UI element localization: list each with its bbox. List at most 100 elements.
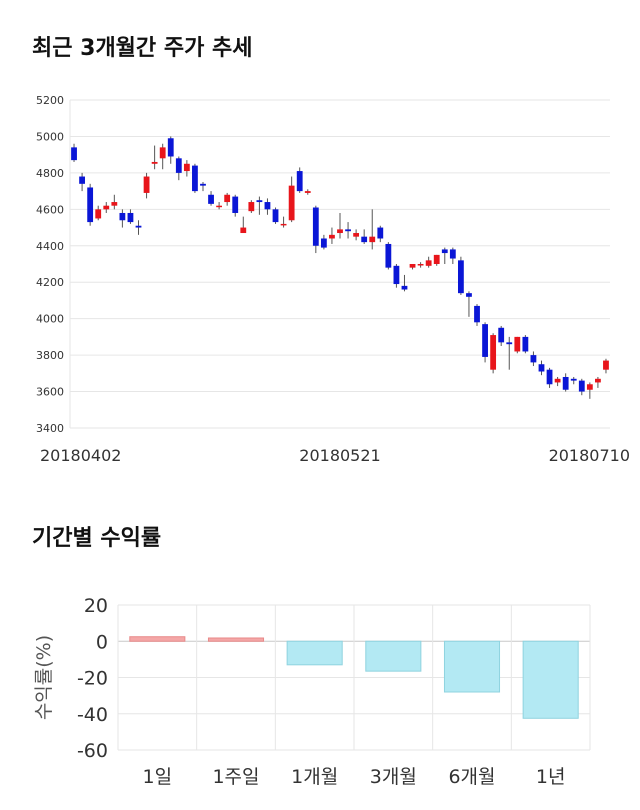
candle-body <box>409 264 416 268</box>
candle-body <box>264 202 271 210</box>
y-tick-label: 4600 <box>36 203 64 216</box>
y-tick-label: 0 <box>96 631 108 653</box>
y-tick-label: 4000 <box>36 313 64 326</box>
y-tick-label: -60 <box>77 740 108 762</box>
candle-body <box>87 187 94 223</box>
candle-body <box>490 335 497 370</box>
candle-body <box>200 183 206 186</box>
candle-body <box>449 249 456 259</box>
x-tick-label: 20180710 <box>549 446 630 465</box>
bar <box>443 640 501 693</box>
returns-bar-chart: 20 0 -20 -40 -60 1일 1주일 1개월 3개월 6개월 1년 수익률(%) <box>33 595 591 788</box>
candle-body <box>595 378 601 383</box>
candle-body <box>369 236 376 243</box>
candle-body <box>280 223 287 226</box>
candle-body <box>151 161 158 164</box>
candle-body <box>538 364 545 372</box>
candle-body <box>466 293 472 297</box>
candle-body <box>192 165 198 192</box>
y-tick-label: 3800 <box>36 349 64 362</box>
candle-body <box>522 336 529 352</box>
candle-body <box>71 147 77 161</box>
y-tick-label: 4400 <box>36 240 64 253</box>
candle-body <box>401 285 408 290</box>
candle-body <box>546 369 553 385</box>
candle-body <box>248 202 255 212</box>
x-tick-label: 20180402 <box>40 446 121 465</box>
candle-body <box>79 176 85 184</box>
candle-body <box>216 205 223 208</box>
candle-body <box>127 212 134 223</box>
candle-body <box>530 355 537 363</box>
y-tick-label: 3400 <box>36 422 64 435</box>
x-tick-label: 1년 <box>536 766 566 788</box>
candle-body <box>256 200 263 203</box>
x-tick-label: 1개월 <box>291 766 338 788</box>
candle-body <box>224 194 231 203</box>
y-tick-label: -20 <box>77 668 108 690</box>
bar <box>129 636 186 642</box>
candle-body <box>304 191 311 193</box>
candle-body <box>433 254 440 264</box>
candle-body <box>232 196 239 213</box>
candle-body <box>441 249 448 254</box>
candle-body <box>183 163 190 172</box>
candle-body <box>417 264 424 266</box>
candle-body <box>474 305 480 323</box>
candle-body <box>159 147 166 159</box>
candle-body <box>103 205 110 210</box>
candle-body <box>554 378 561 383</box>
candle-body <box>312 207 319 246</box>
candle-body <box>482 324 488 357</box>
candle-body <box>570 378 577 381</box>
y-tick-label: 3600 <box>36 386 64 399</box>
candle-body <box>272 209 279 223</box>
bar <box>207 637 265 642</box>
candle-body <box>240 227 247 234</box>
x-tick-label: 6개월 <box>448 766 495 788</box>
candle-body <box>457 260 464 294</box>
candle-body <box>208 194 214 204</box>
candle-body <box>393 265 400 285</box>
candle-body <box>143 176 150 193</box>
price-trend-title: 최근 3개월간 주가 추세 <box>32 36 253 61</box>
candle-body <box>119 212 126 221</box>
y-tick-label: -40 <box>77 704 108 726</box>
candle-body <box>95 209 102 219</box>
candle-body <box>425 260 432 266</box>
candle-body <box>603 360 609 370</box>
y-tick-label: 20 <box>84 595 108 617</box>
candle-body <box>135 225 142 228</box>
y-tick-label: 4200 <box>36 276 64 289</box>
bar <box>365 640 422 672</box>
candle-body <box>586 384 593 390</box>
candle-body <box>320 238 327 248</box>
y-tick-label: 5000 <box>36 130 64 143</box>
period-returns-title: 기간별 수익률 <box>32 526 162 551</box>
candle-body <box>288 185 295 221</box>
candle-body <box>167 138 174 157</box>
candle-body <box>578 380 585 392</box>
candle-body <box>361 236 368 243</box>
candle-body <box>506 342 513 345</box>
x-tick-label: 20180521 <box>299 446 380 465</box>
bar <box>522 640 579 719</box>
candle-body <box>329 234 335 239</box>
x-tick-label: 3개월 <box>370 766 417 788</box>
candle-body <box>111 202 118 206</box>
candle-body <box>296 171 303 192</box>
candle-body <box>175 158 182 173</box>
y-axis-label: 수익률(%) <box>33 635 55 720</box>
bar <box>286 640 343 666</box>
y-tick-label: 5200 <box>36 94 64 107</box>
candlestick-chart: 3400 3600 3800 4000 4200 4400 4600 4800 5000 5200… <box>36 94 630 465</box>
candle-body <box>498 327 505 343</box>
candle-body <box>562 376 569 390</box>
x-tick-label: 1일 <box>143 766 173 788</box>
candle-body <box>345 229 351 232</box>
y-tick-label: 4800 <box>36 167 64 180</box>
candle-body <box>337 229 343 234</box>
candle-body <box>514 336 521 352</box>
x-tick-label: 1주일 <box>212 766 259 788</box>
candle-body <box>385 243 392 268</box>
